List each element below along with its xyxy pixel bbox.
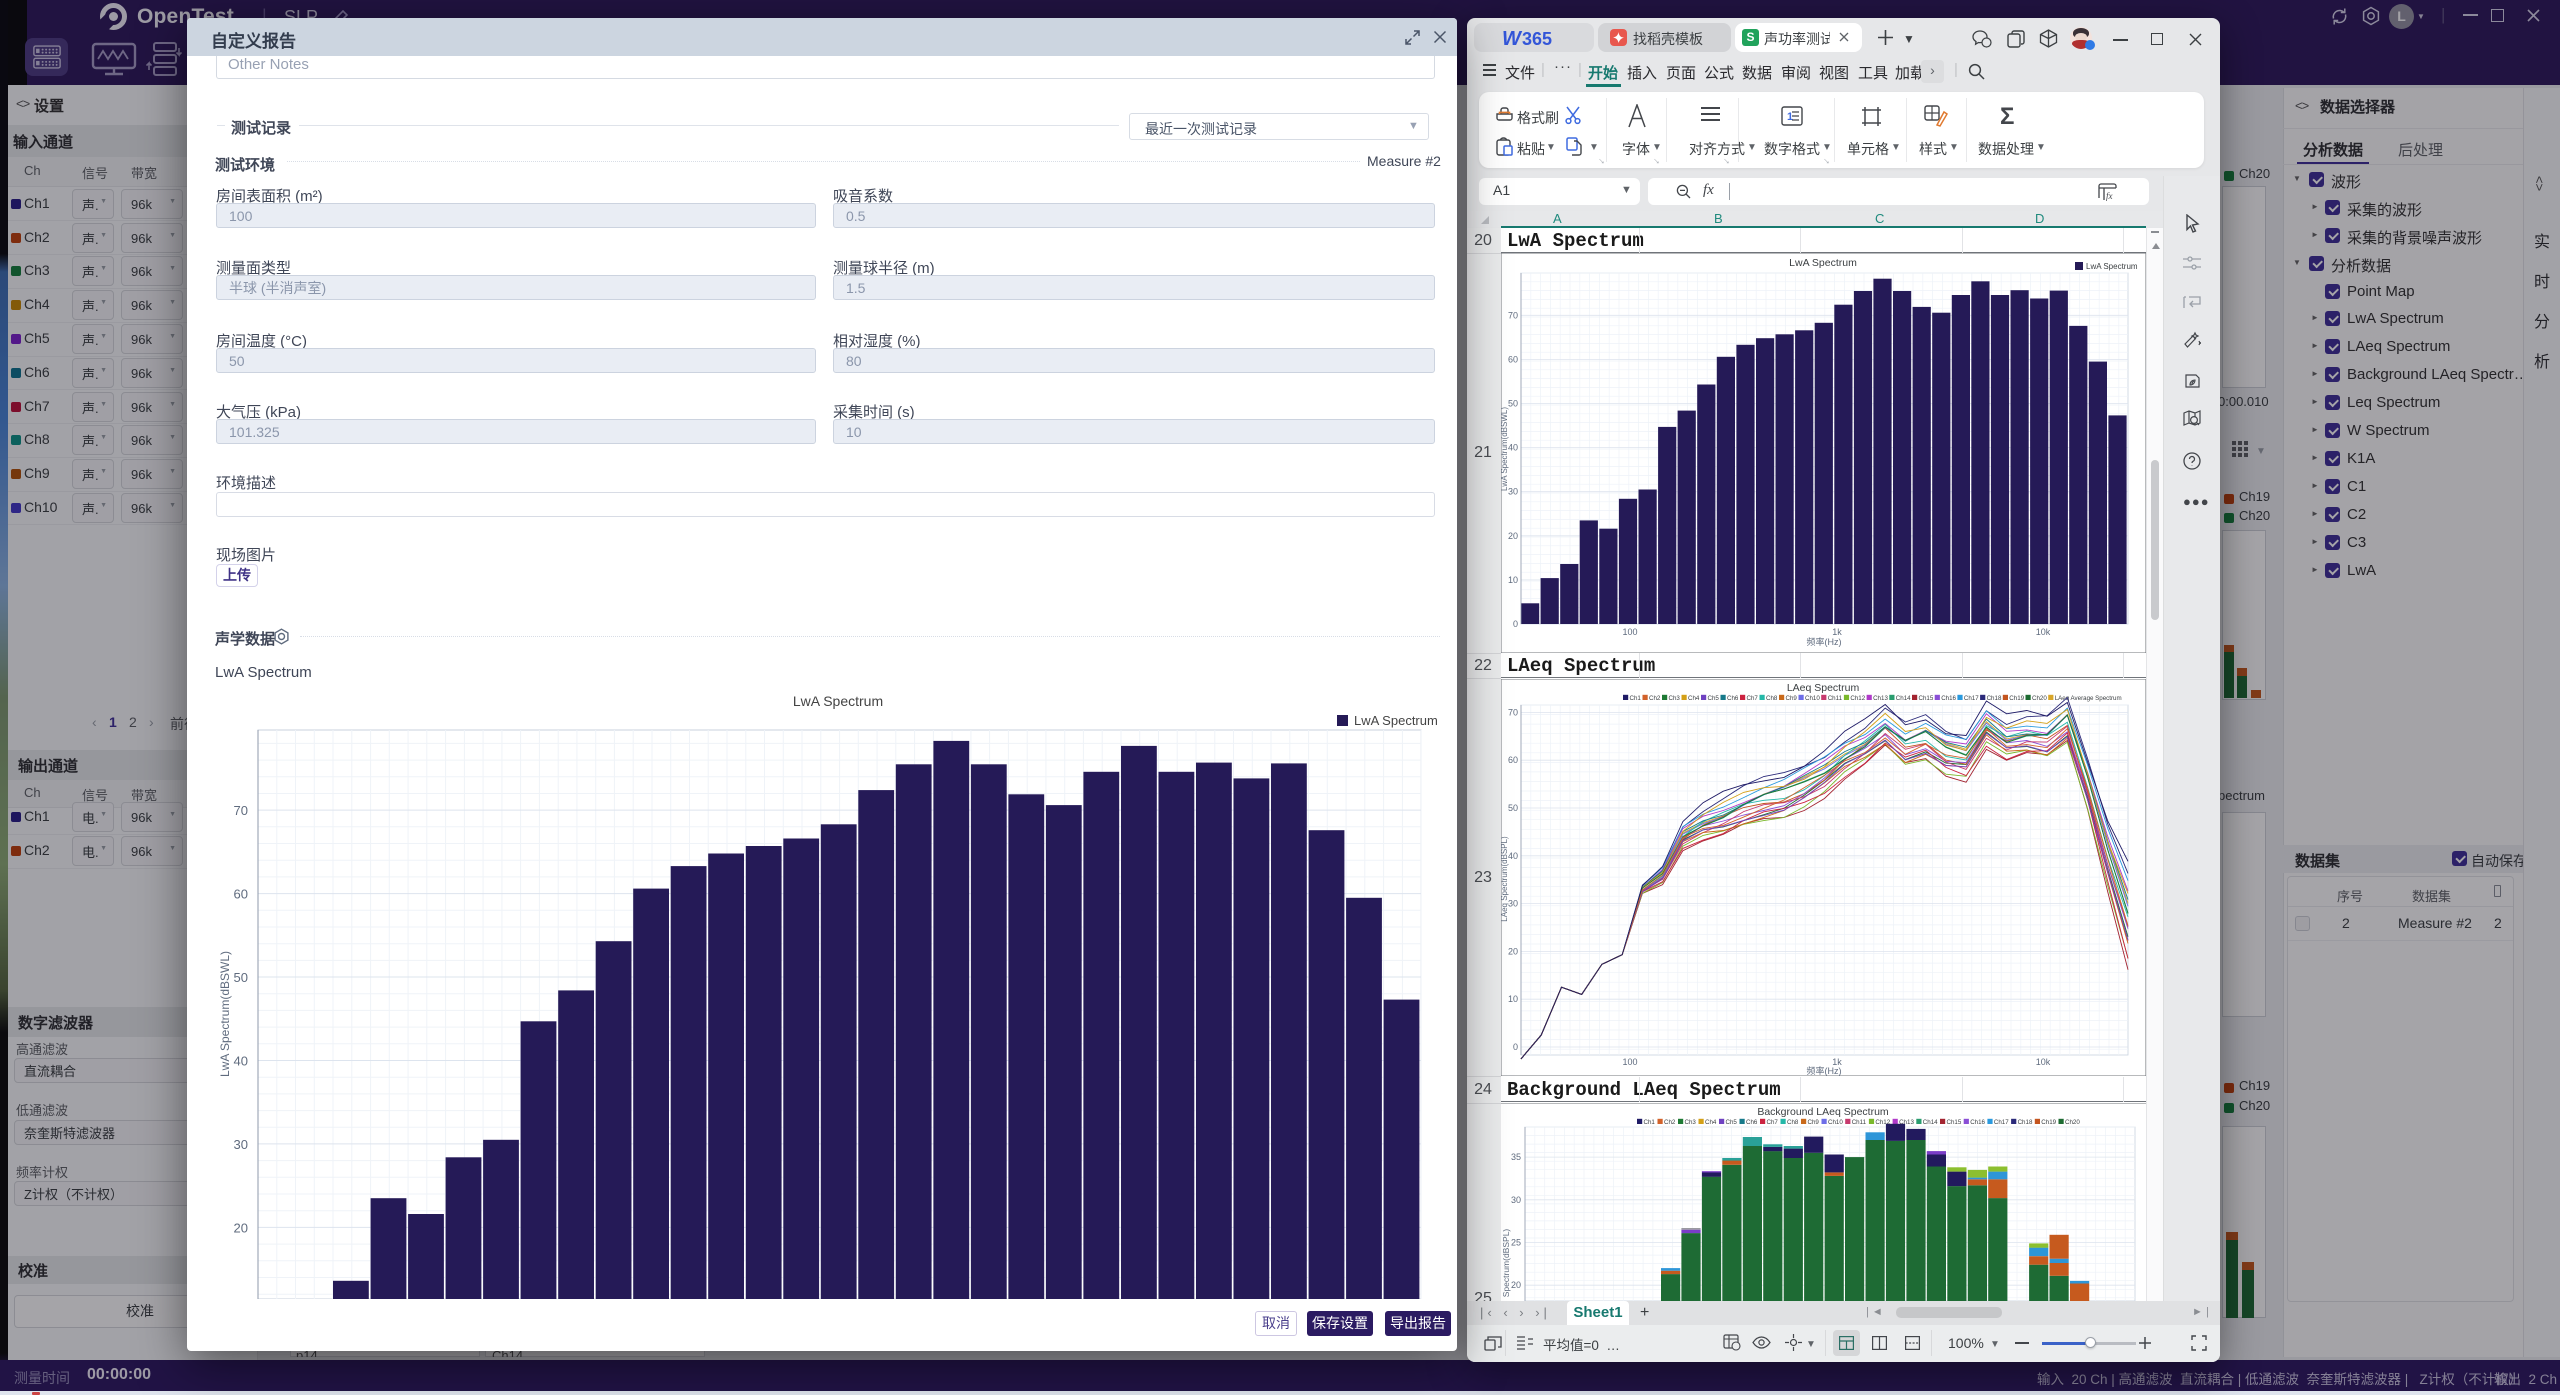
svg-text:20: 20 bbox=[234, 1220, 248, 1235]
svg-text:60: 60 bbox=[234, 887, 248, 902]
svg-text:25: 25 bbox=[1511, 1238, 1521, 1248]
svg-text:Ch6: Ch6 bbox=[1727, 695, 1739, 702]
svg-text:LAeq Spectrum: LAeq Spectrum bbox=[1787, 682, 1860, 694]
svg-text:LwA Spectrum(dBSWL): LwA Spectrum(dBSWL) bbox=[218, 951, 232, 1077]
svg-text:30: 30 bbox=[1508, 487, 1518, 497]
svg-text:Ch10: Ch10 bbox=[1805, 695, 1820, 702]
svg-text:0: 0 bbox=[1513, 1042, 1518, 1052]
svg-text:Ch19: Ch19 bbox=[2041, 1119, 2056, 1126]
svg-text:Ch5: Ch5 bbox=[1708, 695, 1720, 702]
svg-text:Ch3: Ch3 bbox=[1685, 1119, 1697, 1126]
svg-text:10: 10 bbox=[1508, 994, 1518, 1004]
svg-text:Ch16: Ch16 bbox=[1941, 695, 1956, 702]
svg-text:60: 60 bbox=[1508, 755, 1518, 765]
svg-text:LAeq Average Spectrum: LAeq Average Spectrum bbox=[2055, 695, 2122, 702]
svg-text:20: 20 bbox=[1511, 1280, 1521, 1290]
svg-text:Ch17: Ch17 bbox=[1994, 1119, 2009, 1126]
svg-text:50: 50 bbox=[234, 970, 248, 985]
svg-text:100: 100 bbox=[1622, 627, 1637, 637]
svg-text:fx: fx bbox=[2106, 191, 2113, 201]
svg-text:Ch12: Ch12 bbox=[1875, 1119, 1890, 1126]
svg-text:Ch10: Ch10 bbox=[1828, 1119, 1843, 1126]
svg-text:LAeq Spectrum(dBSPL): LAeq Spectrum(dBSPL) bbox=[1501, 836, 1509, 922]
svg-text:Ch2: Ch2 bbox=[1664, 1119, 1676, 1126]
svg-text:Ch18: Ch18 bbox=[2018, 1119, 2033, 1126]
svg-text:60: 60 bbox=[1508, 354, 1518, 364]
svg-text:Ch11: Ch11 bbox=[1852, 1119, 1867, 1126]
svg-text:Ch13: Ch13 bbox=[1873, 695, 1888, 702]
svg-text:Ch1: Ch1 bbox=[1630, 695, 1642, 702]
svg-text:35: 35 bbox=[1511, 1152, 1521, 1162]
svg-text:LwA Spectrum: LwA Spectrum bbox=[1354, 713, 1438, 728]
svg-text:Background LAeq Spectrum: Background LAeq Spectrum bbox=[1757, 1106, 1889, 1118]
svg-text:Ch4: Ch4 bbox=[1688, 695, 1700, 702]
svg-text:Ch12: Ch12 bbox=[1850, 695, 1865, 702]
svg-text:Ch15: Ch15 bbox=[1947, 1119, 1962, 1126]
svg-text:Ch14: Ch14 bbox=[1896, 695, 1911, 702]
svg-text:10: 10 bbox=[1508, 575, 1518, 585]
svg-text:LwA Spectrum: LwA Spectrum bbox=[2086, 262, 2138, 271]
svg-text:70: 70 bbox=[1508, 707, 1518, 717]
svg-text:40: 40 bbox=[1508, 851, 1518, 861]
svg-text:10k: 10k bbox=[2036, 1057, 2051, 1067]
svg-text:30: 30 bbox=[234, 1137, 248, 1152]
svg-text:50: 50 bbox=[1508, 803, 1518, 813]
svg-text:Ch8: Ch8 bbox=[1787, 1119, 1799, 1126]
svg-text:Ch13: Ch13 bbox=[1899, 1119, 1914, 1126]
svg-text:20: 20 bbox=[1508, 946, 1518, 956]
svg-text:Ch19: Ch19 bbox=[2009, 695, 2024, 702]
svg-text:30: 30 bbox=[1508, 899, 1518, 909]
svg-text:Ch7: Ch7 bbox=[1767, 1119, 1779, 1126]
svg-text:Ch2: Ch2 bbox=[1649, 695, 1661, 702]
svg-text:频率(Hz): 频率(Hz) bbox=[1807, 1065, 1842, 1076]
svg-text:50: 50 bbox=[1508, 399, 1518, 409]
svg-text:Ch3: Ch3 bbox=[1669, 695, 1681, 702]
svg-text:40: 40 bbox=[1508, 443, 1518, 453]
svg-text:Ch16: Ch16 bbox=[1970, 1119, 1985, 1126]
svg-text:Ch6: Ch6 bbox=[1746, 1119, 1758, 1126]
svg-text:1: 1 bbox=[1787, 111, 1793, 123]
svg-text:1k: 1k bbox=[1832, 1057, 1842, 1067]
svg-text:Ch1: Ch1 bbox=[1644, 1119, 1656, 1126]
svg-text:Ch15: Ch15 bbox=[1919, 695, 1934, 702]
svg-text:20: 20 bbox=[1508, 531, 1518, 541]
svg-text:70: 70 bbox=[234, 803, 248, 818]
svg-text:Ch9: Ch9 bbox=[1808, 1119, 1820, 1126]
svg-text:LwA Spectrum(dBSWL): LwA Spectrum(dBSWL) bbox=[1501, 407, 1509, 491]
svg-text:Ch5: Ch5 bbox=[1726, 1119, 1738, 1126]
svg-text:10k: 10k bbox=[2036, 627, 2051, 637]
svg-text:30: 30 bbox=[1511, 1195, 1521, 1205]
svg-text:70: 70 bbox=[1508, 310, 1518, 320]
svg-text:Ch11: Ch11 bbox=[1828, 695, 1843, 702]
svg-text:Ch4: Ch4 bbox=[1705, 1119, 1717, 1126]
svg-text:0: 0 bbox=[1513, 619, 1518, 629]
svg-text:Ch18: Ch18 bbox=[1987, 695, 2002, 702]
svg-text:Ch20: Ch20 bbox=[2065, 1119, 2080, 1126]
svg-text:Spectrum(dBSPL): Spectrum(dBSPL) bbox=[1501, 1229, 1511, 1298]
svg-text:Ch14: Ch14 bbox=[1923, 1119, 1938, 1126]
svg-text:LwA Spectrum: LwA Spectrum bbox=[793, 693, 883, 709]
svg-text:Ch17: Ch17 bbox=[1964, 695, 1979, 702]
svg-text:频率(Hz): 频率(Hz) bbox=[1807, 636, 1842, 647]
svg-text:Ch7: Ch7 bbox=[1747, 695, 1759, 702]
svg-text:Ch20: Ch20 bbox=[2032, 695, 2047, 702]
svg-text:100: 100 bbox=[1622, 1057, 1637, 1067]
svg-text:40: 40 bbox=[234, 1054, 248, 1069]
svg-text:1k: 1k bbox=[1832, 627, 1842, 637]
svg-text:Ch8: Ch8 bbox=[1766, 695, 1778, 702]
svg-text:Ch9: Ch9 bbox=[1786, 695, 1798, 702]
svg-text:LwA Spectrum: LwA Spectrum bbox=[1789, 257, 1857, 269]
